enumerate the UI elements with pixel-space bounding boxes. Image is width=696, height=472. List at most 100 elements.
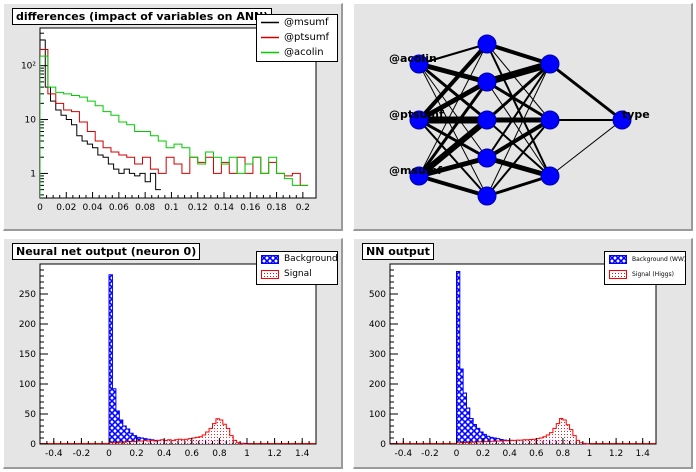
y-tick-label: 400 [369,320,386,330]
x-tick-label: 0.08 [135,203,155,213]
neuron-output-legend: Background Signal [256,251,338,285]
neuron-h1 [477,34,497,54]
x-tick-label: 0.6 [529,449,544,459]
legend-item-ptsumf: @ptsumf [257,30,337,45]
background-bar [473,424,477,444]
pad-differences[interactable]: 1 10 10² 0 0.02 0.04 0.06 0.08 0.1 0.12 0.14 0.16 0… [3,3,343,231]
background-bar [122,426,127,444]
y-tick-label: 200 [369,380,386,390]
x-tick-label: 1.2 [609,449,623,459]
signal-bar [486,441,490,444]
signal-bar [532,439,537,444]
edge-hidden1-hidden2 [486,119,551,197]
signal-bar [542,436,547,444]
signal-bar [229,435,234,444]
edge-hidden1-hidden2 [486,63,551,197]
nn-output-frame [389,263,657,445]
x-tick-label: -0.2 [421,449,439,459]
x-tick-label: 1 [587,449,593,459]
pad-network[interactable]: @acolin @ptsumf @msumf type [353,3,693,231]
signal-bar [549,432,553,444]
edge-hidden1-hidden2 [486,119,551,177]
x-tick-label: 0.12 [188,203,208,213]
legend-item-signal: Signal [257,267,337,282]
signal-bar [566,424,570,444]
legend-swatch-background [261,255,279,264]
nn-output-title: NN output [362,243,434,260]
background-bar [486,436,490,444]
edge-input-hidden1 [418,155,488,179]
signal-bar [579,442,583,444]
signal-bar [129,441,134,444]
background-bar [119,420,123,444]
signal-bar [181,439,185,444]
signal-bar [136,441,141,444]
y-tick-label: 1 [30,169,36,179]
differences-legend: @msumf @ptsumf @acolin [256,14,338,62]
signal-bar [119,442,123,444]
neuron-h2 [540,166,560,186]
signal-bar [164,440,168,444]
legend-label-background-ww: Background (WW) [632,256,687,263]
signal-bar [529,439,533,444]
signal-bar [209,428,213,444]
differences-x-axis: 0 0.02 0.04 0.06 0.08 0.1 0.12 0.14 0.16 0.18 0.2 [37,192,310,213]
background-bar [115,411,120,444]
x-tick-label: 0 [454,449,460,459]
edge-hidden1-hidden2 [486,80,551,122]
neuron-output-y-axis: 0 50 100 150 200 250 [19,269,48,450]
neuron-h2 [540,110,560,130]
background-bar [479,432,484,444]
input-label-acolin: @acolin [389,52,437,65]
signal-bar [509,440,514,444]
signal-bar [559,418,563,444]
signal-bar [576,440,580,444]
input-label-ptsumf: @ptsumf [389,108,444,121]
signal-bar [198,436,203,444]
signal-bar [516,440,520,444]
pad-nn-output[interactable]: 0 100 200 300 400 500 -0.4 -0.2 0 0.2 0.4 0.6 0.8 1 1… [353,238,693,469]
x-tick-label: 1.2 [267,449,281,459]
x-tick-label: 0.04 [83,203,103,213]
pad-neuron-output[interactable]: 0 50 100 150 200 250 -0.4 -0.2 0 0.2 0.4 0.6 0.8 1 1.… [3,238,343,469]
nn-output-plot: 0 100 200 300 400 500 -0.4 -0.2 0 0.2 0.4 0.6 0.8 1 1… [369,263,657,459]
background-bar [112,388,116,444]
signal-bar [133,441,137,444]
legend-swatch-signal [261,270,279,279]
signal-bar [476,441,480,444]
x-tick-label: 0.8 [556,449,571,459]
legend-label-signal: Signal [284,269,312,279]
signal-bar [219,420,223,444]
background-bar [483,434,487,444]
signal-bar [569,429,573,444]
neuron-output-bars [40,274,316,445]
x-tick-label: 1 [244,449,250,459]
background-bar [469,418,474,444]
edge-input-hidden1 [418,43,488,65]
background-bar [126,429,130,444]
signal-bar [195,437,199,444]
y-tick-label: 0 [30,440,36,450]
neuron-h1 [477,186,497,206]
neuron-output-title: Neural net output (neuron 0) [12,243,201,260]
signal-bar [483,441,487,444]
x-tick-label: 0.06 [109,203,129,213]
signal-bar [160,439,165,444]
signal-bar [222,424,227,444]
signal-bar [506,440,510,444]
signal-bar [536,438,540,444]
signal-bar [463,442,467,444]
differences-series [40,39,309,198]
signal-bar [469,442,474,444]
legend-line-acolin [261,51,279,54]
signal-bar [236,442,241,444]
x-tick-label: 0.2 [476,449,490,459]
signal-bar [143,440,147,444]
neuron-in [409,110,429,130]
x-tick-label: 0.2 [296,203,310,213]
background-bar [463,393,467,444]
edge-input-hidden1 [418,61,488,85]
y-tick-label: 150 [19,350,36,360]
signal-bar [205,432,210,444]
